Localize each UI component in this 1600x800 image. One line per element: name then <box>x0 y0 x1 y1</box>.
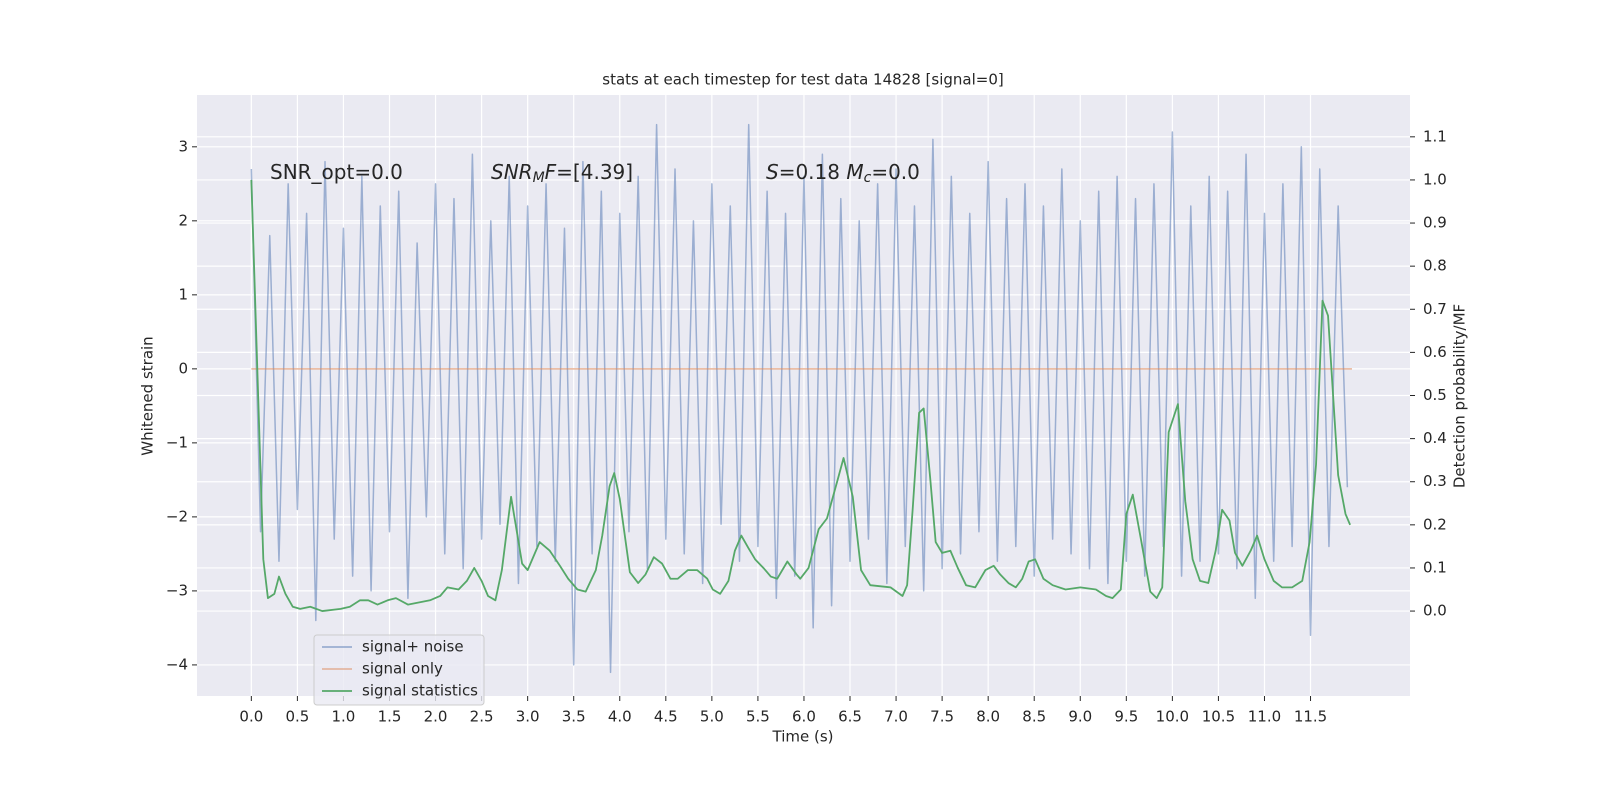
legend: signal+ noise signal only signal statistic… <box>313 634 485 706</box>
legend-label: signal+ noise <box>362 638 464 656</box>
legend-label: signal statistics <box>362 682 478 700</box>
chart-title: stats at each timestep for test data 148… <box>602 71 1003 89</box>
x-tick-label: 2.0 <box>424 708 448 726</box>
y-tick-label: 0 <box>178 359 188 377</box>
y2-tick-label: 0.0 <box>1423 602 1447 620</box>
x-axis-label: Time (s) <box>772 728 834 746</box>
annotation-part: =0.0 <box>871 160 920 184</box>
y2-tick-label: 0.7 <box>1423 300 1447 318</box>
x-tick-label: 0.0 <box>239 708 263 726</box>
series-line <box>250 123 1349 674</box>
legend-label: signal only <box>362 660 443 678</box>
y-axis-label: Whitened strain <box>139 336 157 455</box>
x-tick-label: 1.0 <box>332 708 356 726</box>
y-tick-label: −1 <box>166 433 188 451</box>
annotation: S=0.18 Mc=0.0 <box>766 160 920 187</box>
y-tick-label: −4 <box>166 655 188 673</box>
y-tick-label: 1 <box>178 285 188 303</box>
x-tick-label: 11.0 <box>1248 708 1281 726</box>
x-tick-label: 5.0 <box>700 708 724 726</box>
x-tick-label: 10.5 <box>1202 708 1235 726</box>
y2-tick-label: 0.3 <box>1423 472 1447 490</box>
annotation-part: =0.18 <box>779 160 847 184</box>
x-tick-label: 3.0 <box>516 708 540 726</box>
x-tick-label: 9.5 <box>1114 708 1138 726</box>
annotation-part: SNR_opt=0.0 <box>270 160 403 184</box>
annotation-part: M <box>533 170 545 186</box>
y2-tick-label: 0.4 <box>1423 429 1447 447</box>
x-tick-label: 4.5 <box>654 708 678 726</box>
x-tick-label: 4.0 <box>608 708 632 726</box>
y2-tick-label: 0.2 <box>1423 515 1447 533</box>
y-tick-label: −3 <box>166 581 188 599</box>
annotation-part: S <box>766 160 779 184</box>
y2-tick-label: 0.5 <box>1423 386 1447 404</box>
x-tick-label: 9.0 <box>1068 708 1092 726</box>
x-tick-label: 2.5 <box>470 708 494 726</box>
x-tick-label: 0.5 <box>285 708 309 726</box>
y-tick-label: 3 <box>178 137 188 155</box>
legend-box <box>313 634 485 706</box>
annotation-part: =[4.39] <box>556 160 633 184</box>
y2-tick-label: 1.1 <box>1423 127 1447 145</box>
annotation: SNR_opt=0.0 <box>270 160 403 184</box>
series-line <box>250 179 1351 612</box>
x-tick-label: 3.5 <box>562 708 586 726</box>
ticks: 0.0 0.5 1.0 1.5 2.0 2.5 3.0 3.5 4.0 4.5 5.0 5.5 6.0 6… <box>166 127 1447 725</box>
y2-tick-label: 0.8 <box>1423 257 1447 275</box>
x-tick-label: 11.5 <box>1294 708 1327 726</box>
y2-tick-label: 1.0 <box>1423 170 1447 188</box>
annotation: SNRMF=[4.39] <box>491 160 633 187</box>
annotation-part: F <box>545 160 557 184</box>
y-tick-label: 2 <box>178 211 188 229</box>
x-tick-label: 7.5 <box>930 708 954 726</box>
y2-tick-label: 0.1 <box>1423 558 1447 576</box>
x-tick-label: 8.0 <box>976 708 1000 726</box>
x-tick-label: 10.0 <box>1156 708 1189 726</box>
y-tick-label: −2 <box>166 507 188 525</box>
annotation-part: c <box>864 170 872 186</box>
x-tick-label: 5.5 <box>746 708 770 726</box>
x-tick-label: 6.0 <box>792 708 816 726</box>
y2-axis-label: Detection probability/MF <box>1451 304 1469 488</box>
y2-tick-label: 0.6 <box>1423 343 1447 361</box>
y2-tick-label: 0.9 <box>1423 214 1447 232</box>
x-tick-label: 6.5 <box>838 708 862 726</box>
x-tick-label: 8.5 <box>1022 708 1046 726</box>
annotation-part: SNR <box>491 160 533 184</box>
x-tick-label: 1.5 <box>378 708 402 726</box>
annotation-part: M <box>846 160 863 184</box>
x-tick-label: 7.0 <box>884 708 908 726</box>
